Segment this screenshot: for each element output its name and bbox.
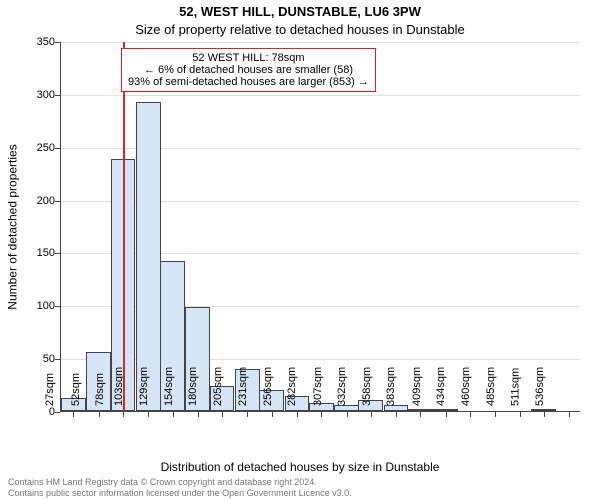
footer-line-2: Contains public sector information licen… bbox=[8, 488, 352, 498]
x-tick-label: 180sqm bbox=[187, 367, 199, 406]
x-tick bbox=[544, 412, 545, 417]
y-tick-label: 50 bbox=[17, 353, 55, 365]
x-tick bbox=[222, 412, 223, 417]
y-tick-label: 100 bbox=[17, 300, 55, 312]
x-tick-label: 460sqm bbox=[460, 367, 472, 406]
histogram-bar bbox=[408, 409, 433, 411]
footer-credits: Contains HM Land Registry data © Crown c… bbox=[8, 477, 352, 498]
reference-line bbox=[123, 42, 125, 411]
x-tick bbox=[272, 412, 273, 417]
x-tick-label: 256sqm bbox=[262, 367, 274, 406]
x-tick bbox=[198, 412, 199, 417]
histogram-bar bbox=[531, 409, 556, 411]
annotation-line: ← 6% of detached houses are smaller (58) bbox=[128, 64, 369, 76]
x-tick bbox=[446, 412, 447, 417]
y-tick-label: 300 bbox=[17, 89, 55, 101]
y-tick bbox=[55, 42, 60, 43]
y-tick-label: 350 bbox=[17, 36, 55, 48]
x-tick-label: 536sqm bbox=[534, 367, 546, 406]
x-tick bbox=[347, 412, 348, 417]
x-tick bbox=[569, 412, 570, 417]
histogram-bar bbox=[136, 102, 161, 411]
x-tick-label: 383sqm bbox=[385, 367, 397, 406]
x-tick bbox=[99, 412, 100, 417]
annotation-box: 52 WEST HILL: 78sqm← 6% of detached hous… bbox=[121, 48, 376, 92]
histogram-plot: 05010015020025030035027sqm52sqm78sqm103s… bbox=[60, 42, 580, 412]
page-title-2: Size of property relative to detached ho… bbox=[0, 22, 600, 37]
y-tick bbox=[55, 359, 60, 360]
x-tick bbox=[495, 412, 496, 417]
x-tick bbox=[321, 412, 322, 417]
y-tick-label: 200 bbox=[17, 195, 55, 207]
x-tick bbox=[247, 412, 248, 417]
y-tick bbox=[55, 148, 60, 149]
annotation-line: 52 WEST HILL: 78sqm bbox=[128, 52, 369, 64]
y-tick bbox=[55, 306, 60, 307]
y-tick bbox=[55, 412, 60, 413]
y-tick bbox=[55, 95, 60, 96]
x-tick-label: 409sqm bbox=[411, 367, 423, 406]
x-tick bbox=[470, 412, 471, 417]
x-tick-label: 154sqm bbox=[163, 367, 175, 406]
y-tick-label: 250 bbox=[17, 142, 55, 154]
y-tick bbox=[55, 253, 60, 254]
y-tick-label: 0 bbox=[17, 406, 55, 418]
y-tick bbox=[55, 201, 60, 202]
page-title-1: 52, WEST HILL, DUNSTABLE, LU6 3PW bbox=[0, 4, 600, 19]
x-tick-label: 205sqm bbox=[212, 367, 224, 406]
x-tick bbox=[396, 412, 397, 417]
x-tick bbox=[173, 412, 174, 417]
x-tick-label: 129sqm bbox=[137, 367, 149, 406]
x-tick-label: 511sqm bbox=[509, 368, 521, 406]
histogram-bar bbox=[433, 409, 458, 411]
x-tick-label: 27sqm bbox=[44, 373, 56, 406]
x-tick-label: 52sqm bbox=[70, 373, 82, 406]
x-tick-label: 78sqm bbox=[94, 373, 106, 406]
x-tick-label: 307sqm bbox=[311, 367, 323, 406]
annotation-line: 93% of semi-detached houses are larger (… bbox=[128, 76, 369, 88]
x-tick bbox=[520, 412, 521, 417]
x-tick bbox=[371, 412, 372, 417]
x-tick-label: 485sqm bbox=[484, 367, 496, 406]
x-tick-label: 434sqm bbox=[435, 367, 447, 406]
x-tick-label: 231sqm bbox=[237, 367, 249, 406]
y-tick-label: 150 bbox=[17, 247, 55, 259]
x-tick-label: 332sqm bbox=[336, 367, 348, 406]
x-tick bbox=[420, 412, 421, 417]
x-tick bbox=[123, 412, 124, 417]
x-tick bbox=[148, 412, 149, 417]
x-tick bbox=[297, 412, 298, 417]
x-tick bbox=[73, 412, 74, 417]
x-tick-label: 358sqm bbox=[361, 367, 373, 406]
x-axis-title: Distribution of detached houses by size … bbox=[0, 460, 600, 474]
footer-line-1: Contains HM Land Registry data © Crown c… bbox=[8, 477, 352, 487]
x-tick-label: 282sqm bbox=[286, 367, 298, 406]
gridline bbox=[61, 42, 580, 43]
gridline bbox=[61, 95, 580, 96]
